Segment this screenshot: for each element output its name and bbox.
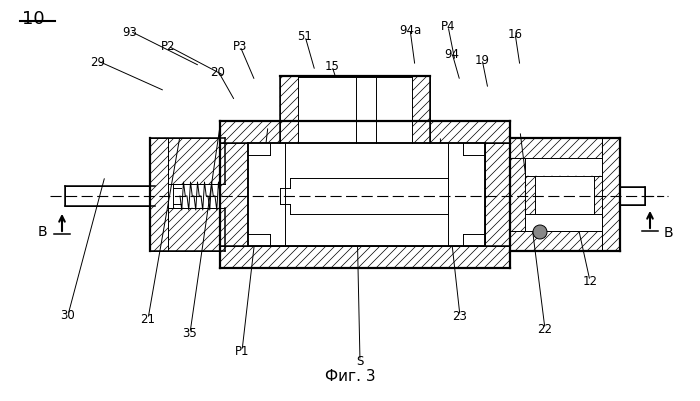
Text: 20: 20 <box>211 65 225 78</box>
Text: S: S <box>356 354 364 368</box>
Text: P1: P1 <box>234 344 249 358</box>
Text: 15: 15 <box>325 60 340 73</box>
Bar <box>525 159 602 231</box>
Text: P4: P4 <box>441 20 455 33</box>
Text: B: B <box>37 225 47 239</box>
Bar <box>298 77 412 144</box>
Text: 51: 51 <box>298 30 312 43</box>
Text: 93: 93 <box>122 25 137 38</box>
Bar <box>65 186 155 207</box>
Bar <box>150 139 225 184</box>
Text: 30: 30 <box>61 309 76 322</box>
Text: P3: P3 <box>233 41 247 53</box>
Text: 35: 35 <box>183 327 197 340</box>
Text: 19: 19 <box>475 53 489 66</box>
Bar <box>602 139 620 251</box>
Text: 22: 22 <box>538 323 552 336</box>
Bar <box>220 144 248 246</box>
Text: 21: 21 <box>141 313 155 326</box>
Bar <box>510 139 620 159</box>
Text: P2: P2 <box>161 41 175 53</box>
Bar <box>535 176 594 215</box>
Text: 94: 94 <box>444 47 459 60</box>
Bar <box>485 144 510 246</box>
Bar <box>525 176 602 215</box>
Circle shape <box>533 225 547 239</box>
Bar <box>620 188 645 205</box>
Bar <box>510 159 525 231</box>
Bar <box>220 246 510 268</box>
Bar <box>280 77 430 144</box>
Text: 12: 12 <box>582 275 598 288</box>
Text: 16: 16 <box>508 27 522 41</box>
Text: B: B <box>663 225 673 239</box>
Bar <box>150 209 225 251</box>
Text: 10: 10 <box>22 10 45 28</box>
Text: 29: 29 <box>90 55 106 68</box>
Bar <box>150 139 168 251</box>
Bar <box>220 122 510 144</box>
Text: 23: 23 <box>453 310 468 323</box>
Text: 94a: 94a <box>399 23 421 36</box>
Bar <box>510 231 620 251</box>
Bar <box>248 144 485 246</box>
Text: Фиг. 3: Фиг. 3 <box>325 368 375 383</box>
